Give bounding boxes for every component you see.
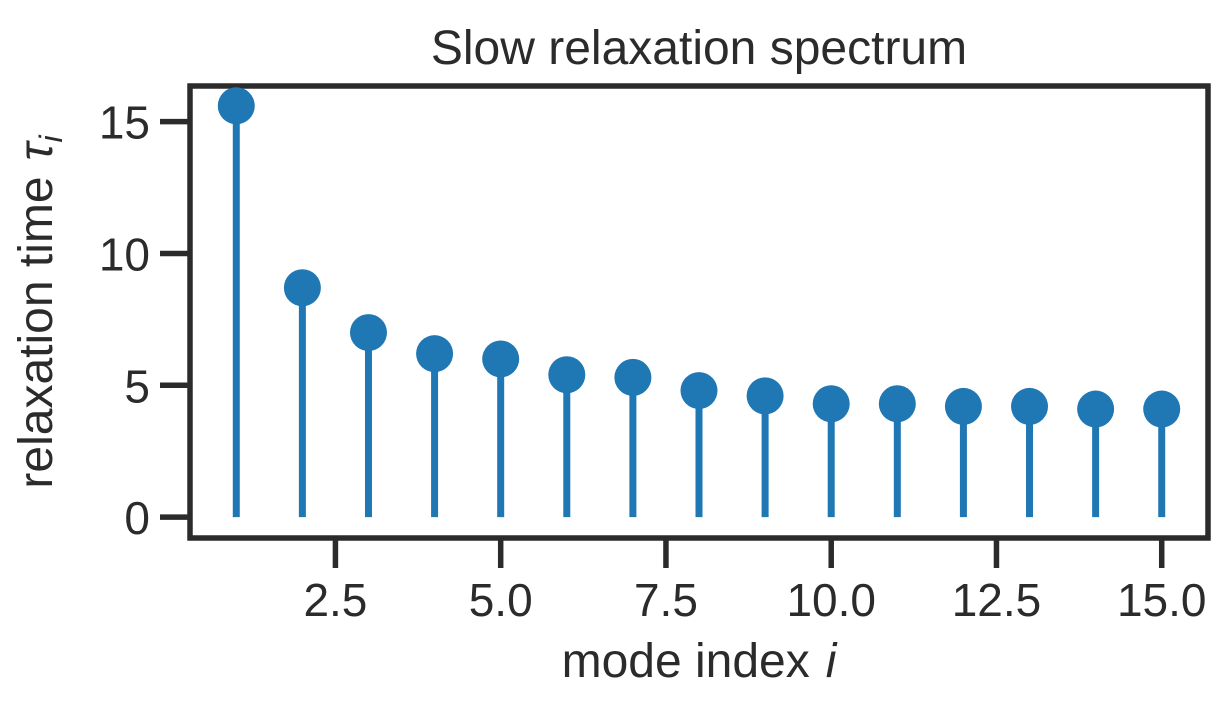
x-tick-label: 10.0: [786, 574, 876, 626]
stem-marker: [812, 385, 850, 423]
y-tick-label: 5: [124, 360, 150, 412]
stem-marker: [746, 377, 784, 415]
stem-marker: [944, 387, 982, 425]
stem-marker: [217, 87, 255, 125]
x-tick-label: 15.0: [1117, 574, 1207, 626]
y-tick-label: 15: [99, 97, 150, 149]
stem-marker: [548, 356, 586, 394]
stem-marker: [878, 385, 916, 423]
plot-frame: [187, 83, 1211, 541]
x-axis-label-variable: i: [826, 635, 838, 688]
stem-marker: [680, 372, 718, 410]
stem-marker: [1011, 387, 1049, 425]
x-tick-label: 2.5: [303, 574, 367, 626]
x-tick-label: 7.5: [634, 574, 698, 626]
y-axis-label-subscript: i: [33, 135, 69, 143]
x-axis-label-text: mode index: [562, 635, 810, 688]
stem-marker: [614, 358, 652, 396]
y-axis-label-text: relaxation time: [10, 176, 63, 488]
y-tick-label: 10: [99, 228, 150, 280]
stems-group: [217, 87, 1181, 518]
stem-marker: [283, 269, 321, 307]
x-axis-label: mode index i: [562, 635, 838, 688]
stem-marker: [1077, 390, 1115, 428]
y-axis-label: relaxation time τi: [10, 135, 69, 489]
stem-marker: [416, 335, 454, 373]
y-axis-label-variable: τ: [10, 139, 63, 160]
stem-marker: [349, 314, 387, 352]
stem-marker: [1143, 390, 1181, 428]
x-tick-label: 5.0: [469, 574, 533, 626]
axes: 2.5 5.0 7.5 10.0 12.5 15.0 0 5 10 15: [99, 83, 1211, 626]
stem-marker: [482, 340, 520, 378]
y-tick-label: 0: [124, 492, 150, 544]
x-tick-label: 12.5: [952, 574, 1042, 626]
chart-title: Slow relaxation spectrum: [431, 22, 967, 75]
